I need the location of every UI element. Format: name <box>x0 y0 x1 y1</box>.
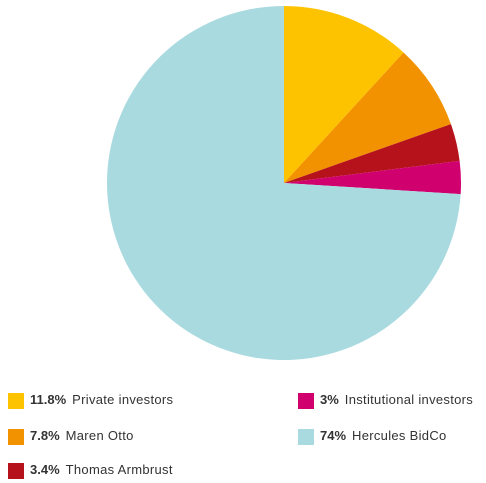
legend-label: Hercules BidCo <box>352 428 447 443</box>
pie-slice <box>284 124 460 183</box>
legend-swatch <box>8 463 24 479</box>
legend-text: 11.8% Private investors <box>30 392 174 407</box>
legend-text: 74% Hercules BidCo <box>320 428 447 443</box>
legend-text: 3.4% Thomas Armbrust <box>30 462 173 477</box>
legend-value: 74% <box>320 428 346 443</box>
legend-item: 3% Institutional investors <box>298 392 473 409</box>
legend-value: 11.8% <box>30 392 67 407</box>
pie-slice <box>284 160 461 195</box>
legend-label: Institutional investors <box>345 392 473 407</box>
legend-label: Thomas Armbrust <box>66 462 173 477</box>
pie-slice <box>284 6 404 183</box>
legend-label: Private investors <box>72 392 173 407</box>
pie-slice <box>106 6 461 360</box>
legend-item: 3.4% Thomas Armbrust <box>8 462 173 479</box>
legend-item: 7.8% Maren Otto <box>8 428 134 445</box>
legend-value: 7.8% <box>30 428 60 443</box>
legend-swatch <box>8 429 24 445</box>
legend-text: 7.8% Maren Otto <box>30 428 134 443</box>
legend-swatch <box>8 393 24 409</box>
legend-swatch <box>298 393 314 409</box>
legend-swatch <box>298 429 314 445</box>
legend-label: Maren Otto <box>66 428 134 443</box>
legend-text: 3% Institutional investors <box>320 392 473 407</box>
legend-value: 3% <box>320 392 339 407</box>
legend-value: 3.4% <box>30 462 60 477</box>
pie-slice <box>284 52 451 184</box>
legend-item: 11.8% Private investors <box>8 392 174 409</box>
legend-item: 74% Hercules BidCo <box>298 428 447 445</box>
